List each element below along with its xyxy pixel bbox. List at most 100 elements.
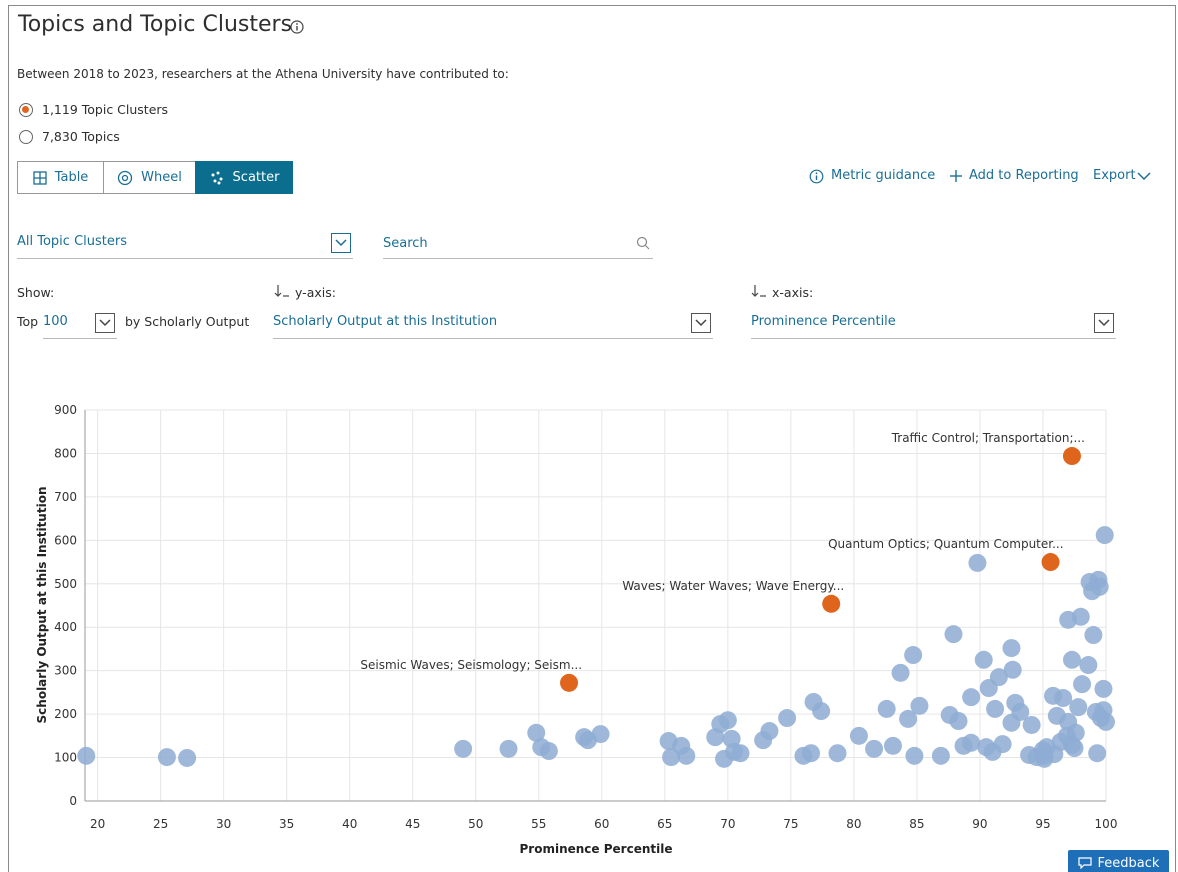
point xyxy=(1069,698,1088,717)
point xyxy=(527,723,546,742)
table-icon xyxy=(33,170,47,185)
x-tick-label: 35 xyxy=(279,817,294,831)
point xyxy=(802,744,821,763)
point xyxy=(944,625,963,644)
x-tick-label: 55 xyxy=(531,817,546,831)
x-tick-label: 95 xyxy=(1035,817,1050,831)
filter-dropdown[interactable]: All Topic Clusters xyxy=(17,234,127,249)
x-tick-label: 45 xyxy=(405,817,420,831)
top-label: Top xyxy=(17,314,39,329)
point xyxy=(77,746,96,765)
x-tick-label: 70 xyxy=(720,817,735,831)
point xyxy=(1079,656,1098,675)
point xyxy=(849,726,868,745)
radio-button[interactable] xyxy=(19,103,33,117)
plus-icon[interactable] xyxy=(949,169,963,183)
y-tick-label: 900 xyxy=(54,403,77,417)
feedback-label: Feedback xyxy=(1097,855,1160,871)
metric-guidance-link[interactable]: Metric guidance xyxy=(831,168,936,183)
point xyxy=(949,712,968,731)
dropdown-button[interactable] xyxy=(691,313,711,333)
radio-label[interactable]: 1,119 Topic Clusters xyxy=(42,102,169,117)
info-icon[interactable] xyxy=(809,169,824,184)
point xyxy=(157,748,176,767)
underline xyxy=(383,258,653,259)
point xyxy=(731,744,750,763)
y-axis-label: y-axis: xyxy=(295,285,336,300)
point xyxy=(1054,689,1073,708)
x-tick-label: 75 xyxy=(783,817,798,831)
point xyxy=(1062,735,1081,754)
x-axis-dropdown[interactable]: Prominence Percentile xyxy=(751,314,896,329)
tab-label: Table xyxy=(54,170,89,185)
top-value[interactable]: 100 xyxy=(43,314,68,329)
radio-label[interactable]: 7,830 Topics xyxy=(42,129,120,144)
point xyxy=(677,746,696,765)
point-label: Quantum Optics; Quantum Computer... xyxy=(828,537,1063,551)
point xyxy=(1062,650,1081,669)
y-tick-label: 200 xyxy=(54,707,77,721)
point xyxy=(1095,526,1114,545)
point xyxy=(1090,577,1109,596)
axis-icon xyxy=(751,285,766,297)
point xyxy=(560,673,579,692)
point xyxy=(877,699,896,718)
tab-label: Scatter xyxy=(232,170,280,185)
x-tick-label: 65 xyxy=(657,817,672,831)
dropdown-button[interactable] xyxy=(331,233,351,253)
point xyxy=(828,744,847,763)
point xyxy=(1041,553,1060,572)
scatter-icon xyxy=(211,171,223,184)
description: Between 2018 to 2023, researchers at the… xyxy=(17,67,509,81)
chevron-icon[interactable] xyxy=(1137,172,1151,181)
point xyxy=(778,709,797,728)
point xyxy=(931,746,950,765)
export-menu[interactable]: Export xyxy=(1093,168,1136,183)
show-label: Show: xyxy=(17,285,55,300)
wheel-icon xyxy=(117,170,133,185)
underline xyxy=(17,258,353,259)
x-tick-label: 80 xyxy=(846,817,861,831)
add-to-reporting-link[interactable]: Add to Reporting xyxy=(969,168,1079,183)
info-icon[interactable] xyxy=(290,20,304,34)
point xyxy=(1094,679,1113,698)
x-tick-label: 30 xyxy=(216,817,231,831)
by-label: by Scholarly Output xyxy=(125,314,250,329)
x-axis-title: Prominence Percentile xyxy=(520,842,673,856)
point xyxy=(1084,626,1103,645)
underline xyxy=(273,338,713,339)
point xyxy=(968,553,987,572)
x-tick-label: 60 xyxy=(594,817,609,831)
point xyxy=(539,742,558,761)
x-tick-label: 20 xyxy=(90,817,105,831)
point xyxy=(178,748,197,767)
y-tick-label: 0 xyxy=(69,794,77,808)
y-axis-title: Scholarly Output at this Institution xyxy=(35,487,49,724)
tab[interactable]: Table xyxy=(17,161,104,194)
y-axis-dropdown[interactable]: Scholarly Output at this Institution xyxy=(273,314,498,329)
dropdown-button[interactable] xyxy=(95,313,115,333)
radio-button[interactable] xyxy=(19,130,33,144)
point xyxy=(1003,660,1022,679)
dropdown-button[interactable] xyxy=(1094,313,1114,333)
point-label: Seismic Waves; Seismology; Seism... xyxy=(360,658,582,672)
point-label: Waves; Water Waves; Wave Energy... xyxy=(622,579,844,593)
point xyxy=(760,722,779,741)
feedback-button[interactable]: Feedback xyxy=(1068,850,1169,872)
point xyxy=(974,650,993,669)
point xyxy=(993,735,1012,754)
tab-label: Wheel xyxy=(141,170,182,185)
point-label: Traffic Control; Transportation;... xyxy=(891,431,1085,445)
point xyxy=(910,696,929,715)
point xyxy=(962,733,981,752)
point xyxy=(1071,607,1090,626)
search-input[interactable]: Search xyxy=(383,236,428,251)
point xyxy=(883,736,902,755)
tab[interactable]: Wheel xyxy=(103,161,196,194)
underline xyxy=(751,338,1116,339)
y-tick-label: 600 xyxy=(54,533,77,547)
point xyxy=(812,702,831,721)
search-icon[interactable] xyxy=(636,236,650,250)
tab[interactable]: Scatter xyxy=(195,161,293,194)
point xyxy=(989,668,1008,687)
